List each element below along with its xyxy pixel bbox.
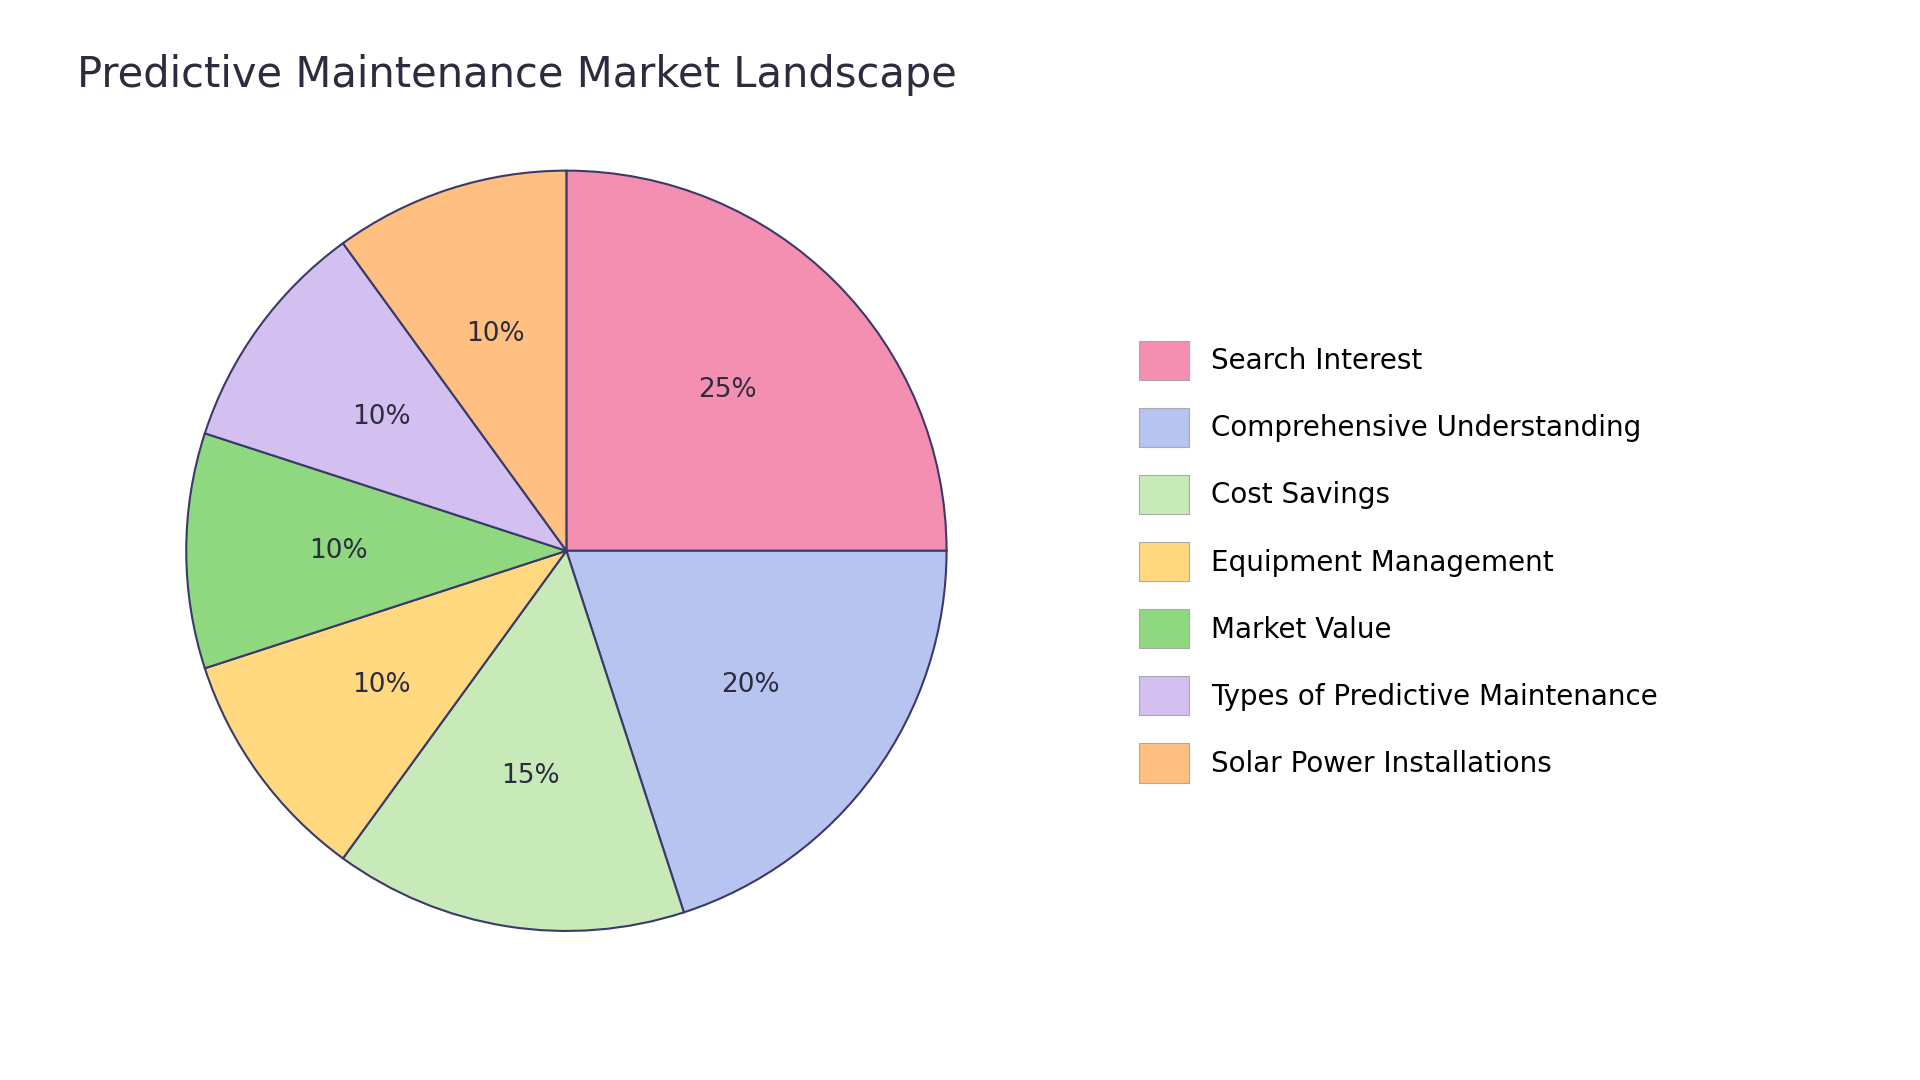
Legend: Search Interest, Comprehensive Understanding, Cost Savings, Equipment Management: Search Interest, Comprehensive Understan…: [1127, 329, 1668, 794]
Text: 25%: 25%: [699, 377, 756, 403]
Wedge shape: [205, 243, 566, 551]
Text: 10%: 10%: [309, 538, 367, 564]
Text: 10%: 10%: [467, 321, 526, 347]
Wedge shape: [186, 433, 566, 669]
Wedge shape: [344, 551, 684, 931]
Wedge shape: [205, 551, 566, 859]
Text: Predictive Maintenance Market Landscape: Predictive Maintenance Market Landscape: [77, 54, 956, 96]
Wedge shape: [566, 171, 947, 551]
Text: 10%: 10%: [353, 672, 411, 698]
Wedge shape: [344, 171, 566, 551]
Text: 15%: 15%: [501, 764, 561, 789]
Wedge shape: [566, 551, 947, 913]
Text: 20%: 20%: [722, 672, 780, 698]
Text: 10%: 10%: [353, 404, 411, 430]
